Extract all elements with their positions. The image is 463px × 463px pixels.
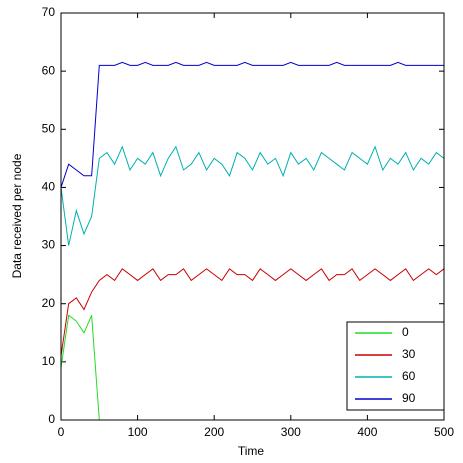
x-tick-label: 400 bbox=[357, 425, 377, 439]
legend-label: 60 bbox=[402, 369, 416, 383]
y-tick-label: 30 bbox=[42, 238, 56, 252]
y-axis-label: Data received per node bbox=[10, 153, 24, 278]
x-tick-label: 0 bbox=[58, 425, 65, 439]
y-tick-label: 40 bbox=[42, 180, 56, 194]
data-line bbox=[60, 61, 444, 188]
data-line bbox=[60, 314, 100, 421]
plot-frame bbox=[60, 12, 445, 421]
y-tick-label: 60 bbox=[42, 63, 56, 77]
y-tick-label: 10 bbox=[42, 354, 56, 368]
x-tick-label: 200 bbox=[204, 425, 224, 439]
x-tick-label: 100 bbox=[128, 425, 148, 439]
y-tick-label: 20 bbox=[42, 296, 56, 310]
legend-label: 90 bbox=[402, 391, 416, 405]
data-line bbox=[60, 145, 445, 246]
legend-label: 30 bbox=[402, 347, 416, 361]
legend-box bbox=[346, 321, 445, 411]
y-tick-label: 70 bbox=[42, 5, 56, 19]
legend-label: 0 bbox=[402, 325, 409, 339]
x-tick-label: 500 bbox=[434, 425, 454, 439]
x-axis-label: Time bbox=[238, 444, 265, 458]
y-tick-label: 0 bbox=[48, 412, 55, 426]
y-tick-label: 50 bbox=[42, 121, 56, 135]
data-line bbox=[60, 268, 445, 357]
x-tick-label: 300 bbox=[281, 425, 301, 439]
